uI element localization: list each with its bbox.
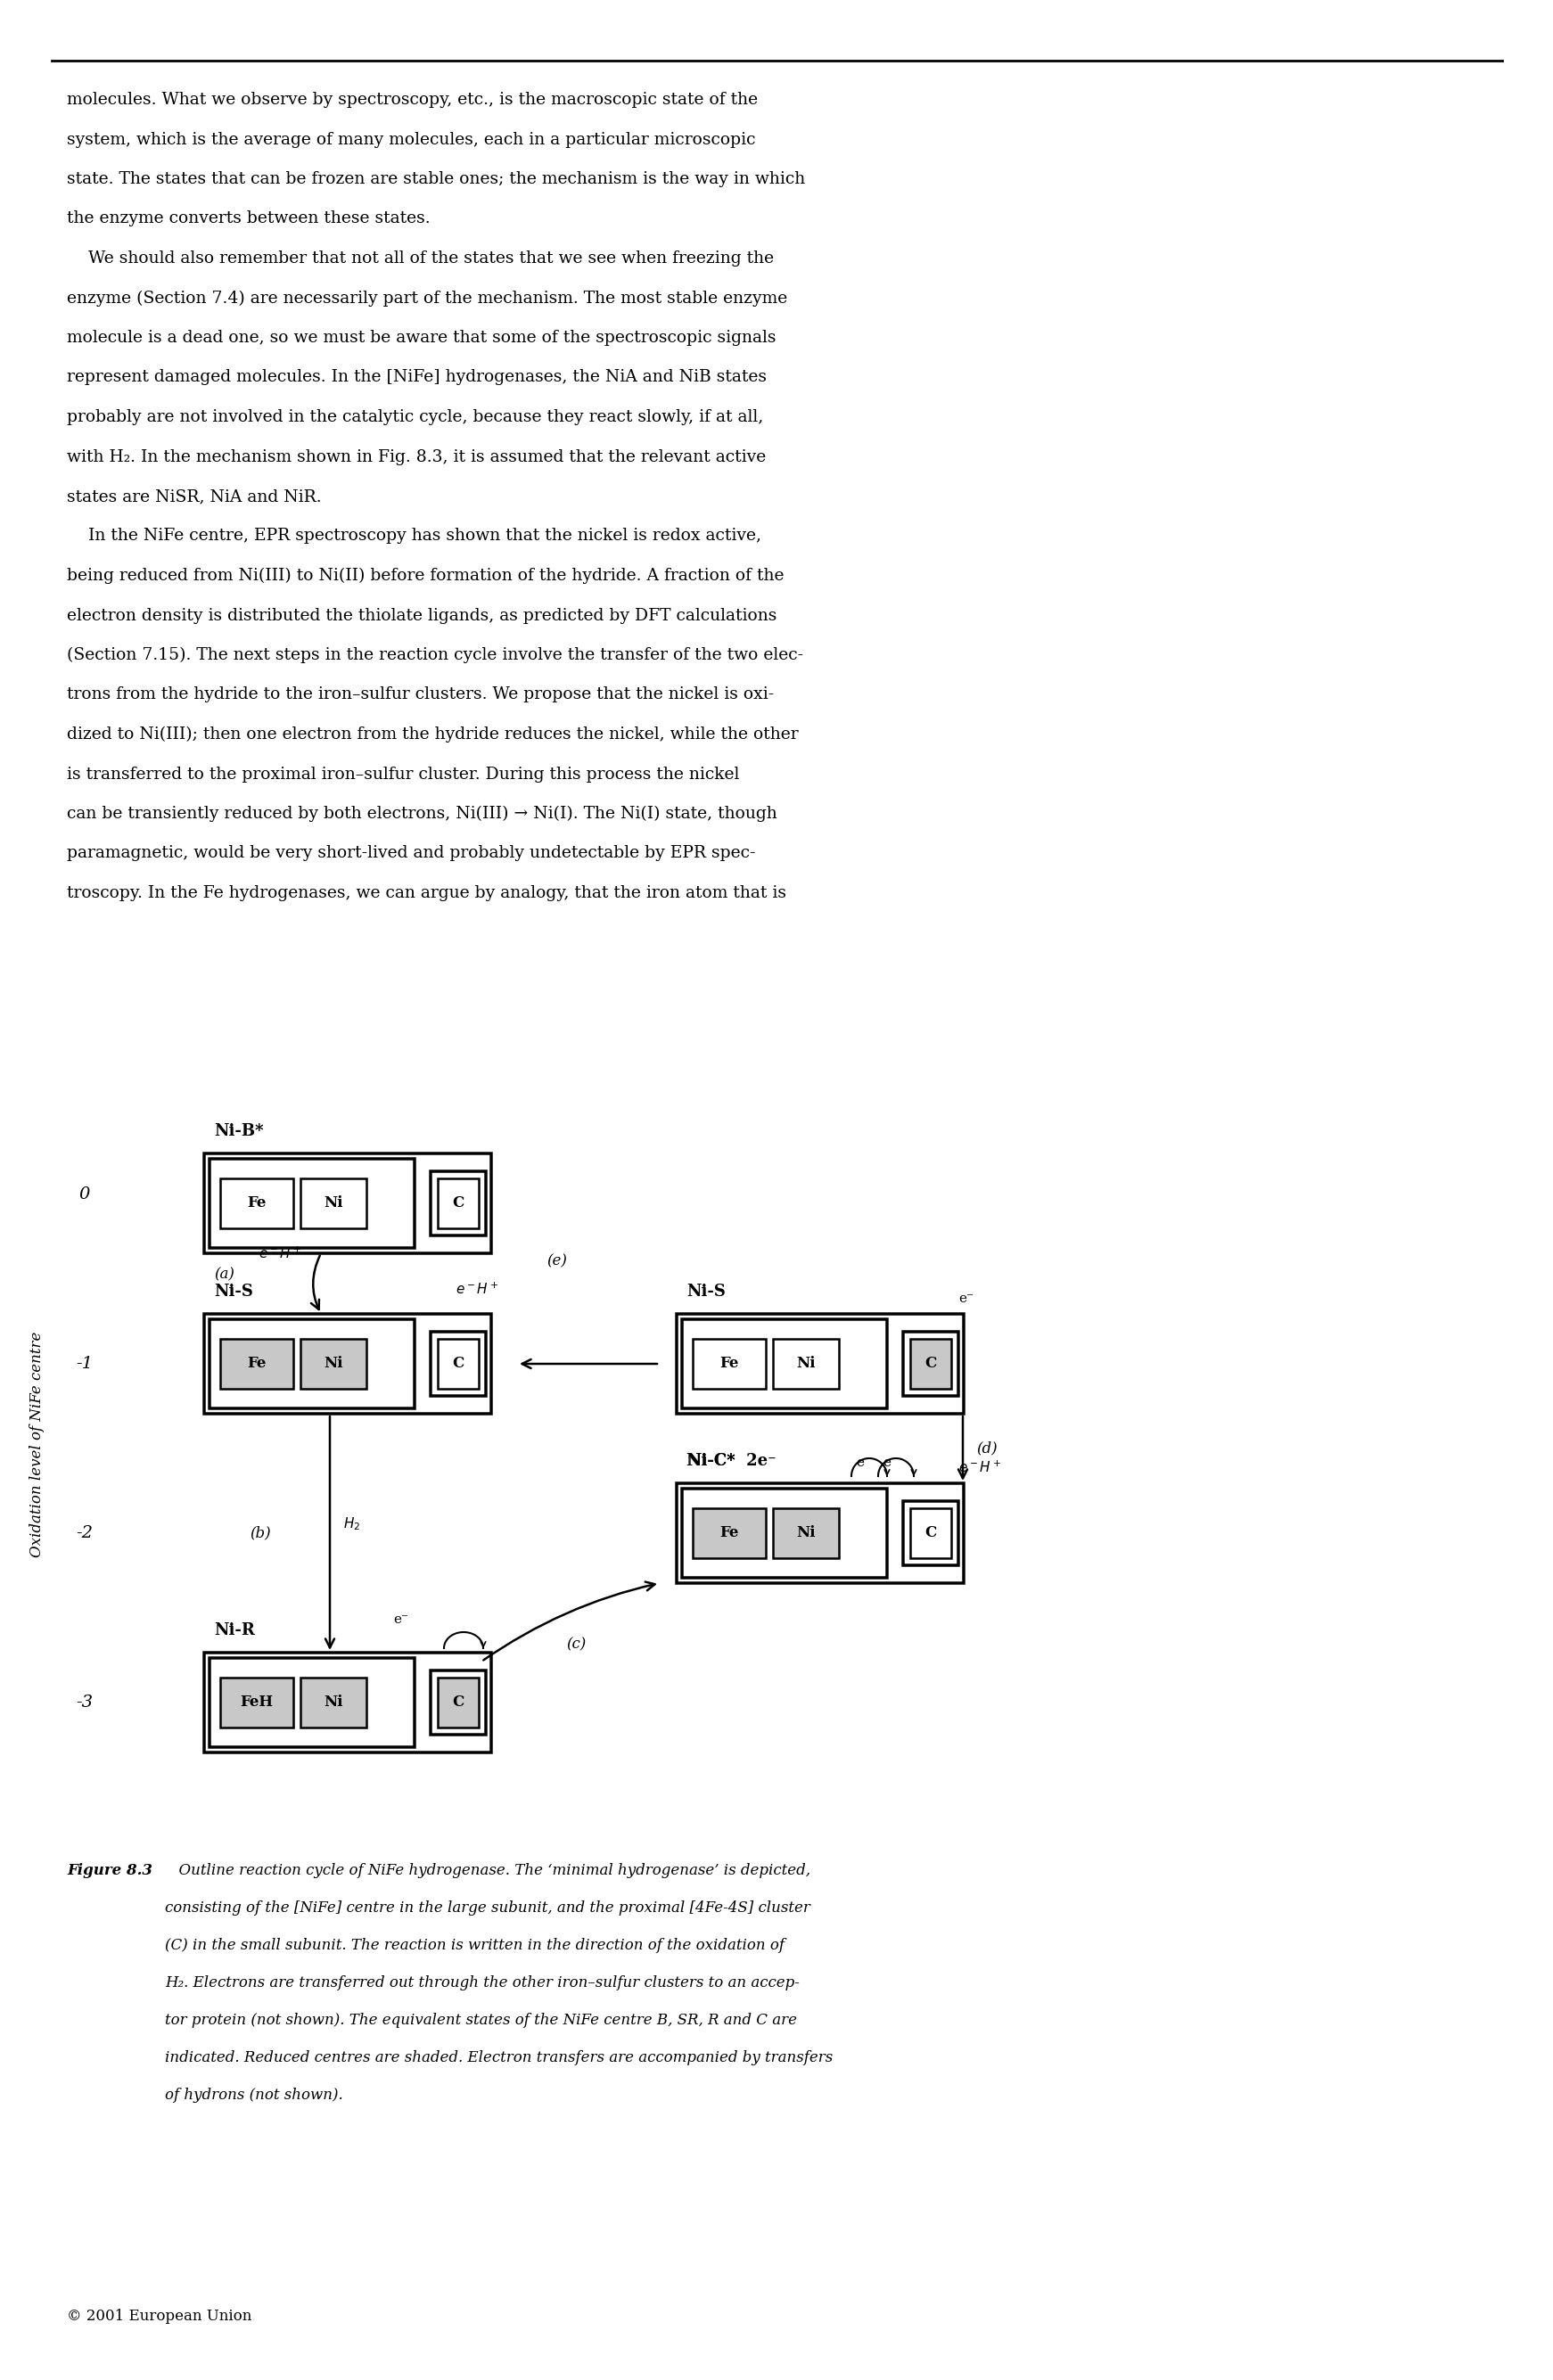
Bar [910,1340,952,1390]
Text: can be transiently reduced by both electrons, Ni(III) → Ni(I). The Ni(I) state, : can be transiently reduced by both elect… [67,807,776,821]
Text: Ni: Ni [325,1695,343,1711]
Bar [221,1178,294,1228]
Text: Ni-C*: Ni-C* [686,1452,735,1468]
Text: states are NiSR, NiA and NiR.: states are NiSR, NiA and NiR. [67,488,321,505]
FancyBboxPatch shape [430,1171,486,1235]
Text: Ni-C*  2e⁻: Ni-C* 2e⁻ [686,1452,776,1468]
Text: represent damaged molecules. In the [NiFe] hydrogenases, the NiA and NiB states: represent damaged molecules. In the [NiF… [67,369,767,386]
Bar [221,1340,294,1390]
Text: (b): (b) [250,1526,270,1540]
Text: H₂. Electrons are transferred out through the other iron–sulfur clusters to an a: H₂. Electrons are transferred out throug… [165,1975,800,1990]
Bar [438,1178,478,1228]
Text: molecules. What we observe by spectroscopy, etc., is the macroscopic state of th: molecules. What we observe by spectrosco… [67,93,758,107]
Text: C: C [452,1195,464,1211]
Text: probably are not involved in the catalytic cycle, because they react slowly, if : probably are not involved in the catalyt… [67,409,764,426]
Text: (Section 7.15). The next steps in the reaction cycle involve the transfer of the: (Section 7.15). The next steps in the re… [67,647,803,664]
Text: $e^-H^+$: $e^-H^+$ [958,1459,1002,1476]
Bar [910,1509,952,1559]
Bar [693,1509,766,1559]
FancyBboxPatch shape [210,1319,415,1409]
Text: $H_2$: $H_2$ [343,1516,360,1533]
Text: e⁻: e⁻ [882,1457,898,1468]
Text: tor protein (not shown). The equivalent states of the NiFe centre B, SR, R and C: tor protein (not shown). The equivalent … [165,2013,797,2028]
Text: Ni-R: Ni-R [214,1623,255,1637]
Text: $e^-H^+$: $e^-H^+$ [455,1280,499,1297]
Text: FeH: FeH [241,1695,273,1711]
Text: of hydrons (not shown).: of hydrons (not shown). [165,2087,343,2104]
FancyBboxPatch shape [430,1333,486,1397]
FancyBboxPatch shape [904,1502,958,1566]
Text: -3: -3 [76,1695,93,1711]
Text: paramagnetic, would be very short-lived and probably undetectable by EPR spec-: paramagnetic, would be very short-lived … [67,845,756,862]
Text: the enzyme converts between these states.: the enzyme converts between these states… [67,212,430,226]
Text: Ni: Ni [325,1357,343,1371]
Text: C: C [926,1526,936,1540]
Text: (C) in the small subunit. The reaction is written in the direction of the oxidat: (C) in the small subunit. The reaction i… [165,1937,784,1954]
Text: troscopy. In the Fe hydrogenases, we can argue by analogy, that the iron atom th: troscopy. In the Fe hydrogenases, we can… [67,885,786,902]
FancyBboxPatch shape [682,1488,887,1578]
Bar [773,1340,839,1390]
Text: Ni: Ni [325,1195,343,1211]
Text: -1: -1 [76,1357,93,1371]
Bar [438,1340,478,1390]
Text: molecule is a dead one, so we must be aware that some of the spectroscopic signa: molecule is a dead one, so we must be aw… [67,331,776,345]
Text: (c): (c) [567,1637,585,1652]
Text: Fe: Fe [719,1357,739,1371]
Text: e⁻: e⁻ [393,1614,408,1626]
Text: Ni: Ni [797,1526,815,1540]
Text: Oxidation level of NiFe centre: Oxidation level of NiFe centre [30,1330,45,1557]
Text: electron density is distributed the thiolate ligands, as predicted by DFT calcul: electron density is distributed the thio… [67,607,776,624]
Text: consisting of the [NiFe] centre in the large subunit, and the proximal [4Fe-4S] : consisting of the [NiFe] centre in the l… [165,1902,811,1916]
Text: state. The states that can be frozen are stable ones; the mechanism is the way i: state. The states that can be frozen are… [67,171,806,188]
Text: dized to Ni(III); then one electron from the hydride reduces the nickel, while t: dized to Ni(III); then one electron from… [67,726,798,743]
Text: with H₂. In the mechanism shown in Fig. 8.3, it is assumed that the relevant act: with H₂. In the mechanism shown in Fig. … [67,450,766,464]
Text: e⁻: e⁻ [958,1292,974,1304]
Text: Fe: Fe [247,1195,266,1211]
Bar [300,1340,367,1390]
Text: enzyme (Section 7.4) are necessarily part of the mechanism. The most stable enzy: enzyme (Section 7.4) are necessarily par… [67,290,787,307]
Text: Fe: Fe [719,1526,739,1540]
Text: is transferred to the proximal iron–sulfur cluster. During this process the nick: is transferred to the proximal iron–sulf… [67,766,739,783]
FancyBboxPatch shape [430,1671,486,1735]
Text: C: C [452,1357,464,1371]
Text: indicated. Reduced centres are shaded. Electron transfers are accompanied by tra: indicated. Reduced centres are shaded. E… [165,2049,832,2066]
Text: Ni-S: Ni-S [214,1283,253,1299]
Text: We should also remember that not all of the states that we see when freezing the: We should also remember that not all of … [67,250,773,267]
Text: Fe: Fe [247,1357,266,1371]
Text: 0: 0 [79,1188,90,1202]
FancyBboxPatch shape [210,1159,415,1247]
Text: C: C [452,1695,464,1711]
Bar [438,1678,478,1728]
FancyBboxPatch shape [682,1319,887,1409]
FancyBboxPatch shape [210,1659,415,1747]
FancyBboxPatch shape [904,1333,958,1397]
Text: e⁻: e⁻ [856,1457,871,1468]
Text: $e^-H^+$: $e^-H^+$ [258,1245,301,1261]
Text: C: C [926,1357,936,1371]
Bar [300,1178,367,1228]
Bar [300,1678,367,1728]
Text: being reduced from Ni(III) to Ni(II) before formation of the hydride. A fraction: being reduced from Ni(III) to Ni(II) bef… [67,569,784,583]
Text: Ni-S: Ni-S [686,1283,725,1299]
Text: Figure 8.3: Figure 8.3 [67,1864,152,1878]
Text: (a): (a) [214,1266,235,1283]
Bar [221,1678,294,1728]
Bar [693,1340,766,1390]
Text: system, which is the average of many molecules, each in a particular microscopic: system, which is the average of many mol… [67,131,756,148]
Text: Ni-B*: Ni-B* [214,1123,264,1140]
Text: trons from the hydride to the iron–sulfur clusters. We propose that the nickel i: trons from the hydride to the iron–sulfu… [67,688,773,702]
Text: (d): (d) [977,1440,997,1457]
Text: Outline reaction cycle of NiFe hydrogenase. The ‘minimal hydrogenase’ is depicte: Outline reaction cycle of NiFe hydrogena… [169,1864,811,1878]
Text: © 2001 European Union: © 2001 European Union [67,2309,252,2323]
Text: Ni: Ni [797,1357,815,1371]
Text: (e): (e) [547,1254,567,1269]
Text: -2: -2 [76,1526,93,1542]
Bar [773,1509,839,1559]
Text: In the NiFe centre, EPR spectroscopy has shown that the nickel is redox active,: In the NiFe centre, EPR spectroscopy has… [67,528,761,545]
